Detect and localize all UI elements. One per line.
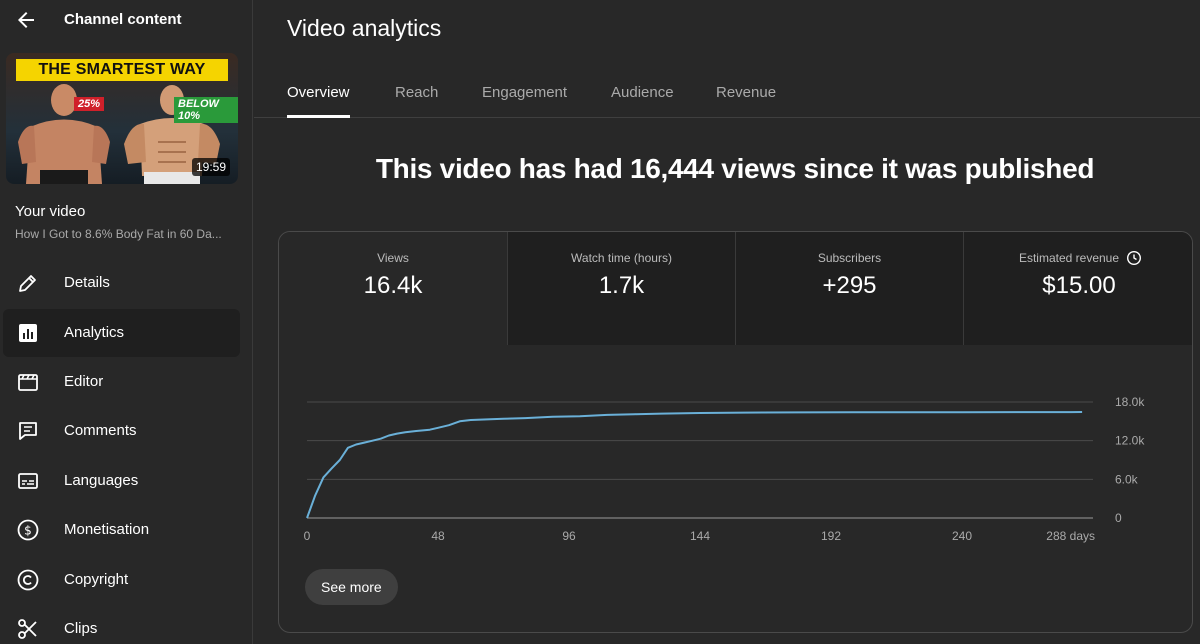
sidebar-item-label: Languages (64, 472, 139, 489)
sidebar-item-label: Analytics (64, 324, 125, 341)
thumbnail-banner: THE SMARTEST WAY (16, 59, 228, 81)
svg-text:$: $ (24, 524, 32, 538)
x-tick-label: 288 days (1046, 529, 1095, 543)
x-tick-label: 240 (952, 529, 972, 543)
subtitles-icon (18, 473, 38, 489)
tab-revenue[interactable]: Revenue (716, 84, 777, 101)
tab-reach[interactable]: Reach (395, 84, 439, 101)
sidebar-item-label: Comments (64, 422, 137, 439)
analytics-card: Views 16.4k Watch time (hours) 1.7k Subs… (278, 231, 1193, 633)
person-left-image (18, 84, 110, 184)
editor-icon (18, 374, 38, 391)
copyright-icon (17, 569, 39, 591)
tab-overview[interactable]: Overview (287, 84, 350, 101)
x-tick-label: 0 (304, 529, 311, 543)
sidebar-item-label: Clips (64, 620, 98, 637)
sidebar-title: Channel content (64, 11, 182, 28)
x-tick-label: 192 (821, 529, 841, 543)
metric-label: Views (377, 251, 409, 265)
main-content: Video analytics Overview Reach Engagemen… (254, 0, 1200, 644)
sidebar-item-label: Monetisation (64, 521, 150, 538)
your-video-label: Your video (15, 203, 86, 220)
sidebar-item-label: Details (64, 274, 110, 291)
metric-label: Subscribers (817, 251, 882, 265)
video-title[interactable]: How I Got to 8.6% Body Fat in 60 Da... (15, 227, 222, 241)
metric-tabs: Views 16.4k Watch time (hours) 1.7k Subs… (279, 232, 1192, 345)
x-tick-label: 96 (562, 529, 576, 543)
sidebar-item-monetisation[interactable]: $ Monetisation (3, 506, 240, 554)
sidebar-item-details[interactable]: Details (3, 259, 240, 307)
tab-audience[interactable]: Audience (611, 84, 674, 101)
sidebar-item-label: Editor (64, 373, 104, 390)
back-arrow-icon[interactable] (14, 8, 38, 32)
metric-label: Watch time (hours) (571, 251, 672, 265)
x-tick-label: 48 (431, 529, 445, 543)
sidebar-item-label: Copyright (64, 571, 129, 588)
metric-estimated-revenue[interactable]: Estimated revenue $15.00 (963, 232, 1192, 345)
clock-icon[interactable] (1126, 250, 1142, 266)
thumbnail-tag-left: 25% (74, 97, 105, 111)
metric-value: 1.7k (598, 272, 645, 299)
metric-value: $15.00 (1042, 272, 1116, 299)
dollar-icon: $ (17, 519, 39, 541)
pencil-icon (19, 275, 36, 292)
sidebar-header: Channel content (0, 0, 253, 40)
metric-value: 16.4k (363, 272, 423, 299)
sidebar-item-languages[interactable]: Languages (3, 457, 240, 505)
sidebar: Channel content THE SMARTEST WAY 25% BEL… (0, 0, 253, 644)
x-tick-label: 144 (690, 529, 710, 543)
active-tab-indicator (287, 115, 350, 118)
tab-bar: Overview Reach Engagement Audience Reven… (254, 70, 1200, 118)
sidebar-item-editor[interactable]: Editor (3, 358, 240, 406)
views-headline: This video has had 16,444 views since it… (375, 153, 1095, 184)
y-tick-label: 0 (1115, 511, 1122, 525)
y-tick-label: 12.0k (1115, 434, 1145, 448)
metric-label: Estimated revenue (1018, 251, 1120, 265)
sidebar-item-comments[interactable]: Comments (3, 407, 240, 455)
views-series-line (306, 411, 1083, 519)
metric-views[interactable]: Views 16.4k (279, 232, 507, 345)
views-line-chart: 0 6.0k 12.0k 18.0k 0 48 96 144 192 240 288 days (304, 395, 1146, 543)
page-title: Video analytics (287, 15, 442, 41)
scissors-icon (18, 619, 37, 639)
y-tick-label: 6.0k (1115, 472, 1139, 486)
sidebar-item-analytics[interactable]: Analytics (3, 309, 240, 357)
y-tick-label: 18.0k (1115, 395, 1145, 409)
thumbnail-tag-right: BELOW 10% (174, 97, 238, 123)
comments-icon (19, 422, 37, 440)
metric-watch-time[interactable]: Watch time (hours) 1.7k (507, 232, 735, 345)
sidebar-item-clips[interactable]: Clips (3, 605, 240, 644)
see-more-button[interactable]: See more (305, 569, 398, 605)
metric-value: +295 (822, 272, 877, 299)
video-duration: 19:59 (191, 158, 230, 176)
sidebar-item-copyright[interactable]: Copyright (3, 556, 240, 604)
metric-subscribers[interactable]: Subscribers +295 (735, 232, 963, 345)
tab-engagement[interactable]: Engagement (482, 84, 568, 101)
analytics-icon (19, 324, 37, 342)
video-thumbnail[interactable]: THE SMARTEST WAY 25% BELOW 10% 19:59 (6, 53, 238, 184)
